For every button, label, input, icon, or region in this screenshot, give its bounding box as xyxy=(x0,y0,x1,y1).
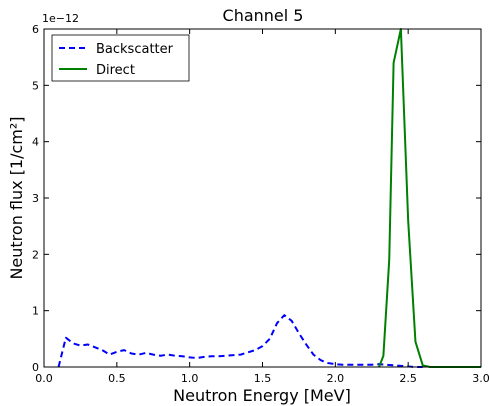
legend-label-backscatter: Backscatter xyxy=(96,42,174,57)
legend-box xyxy=(51,34,190,82)
y-tick-label: 0 xyxy=(32,361,39,374)
y-tick-label: 2 xyxy=(32,248,39,261)
series-line-backscatter xyxy=(57,314,423,368)
y-offset-label: 1e−12 xyxy=(42,12,79,25)
x-tick-label: 3.0 xyxy=(472,372,489,385)
chart-title: Channel 5 xyxy=(223,6,304,25)
y-tick-label: 4 xyxy=(32,136,39,149)
y-tick-label: 1 xyxy=(32,305,39,318)
y-tick-label: 5 xyxy=(32,79,39,92)
series-line-direct xyxy=(378,28,481,368)
legend-label-direct: Direct xyxy=(96,63,135,78)
plot-frame xyxy=(43,28,482,368)
x-tick-label: 2.0 xyxy=(327,372,345,385)
y-tick-label: 6 xyxy=(32,23,39,36)
ticks-layer: 0.0 0.5 1.0 1.5 2.0 2.5 3.0 0 1 2 3 4 5 6 xyxy=(32,23,489,385)
x-axis-label: Neutron Energy [MeV] xyxy=(173,386,351,405)
y-tick-label: 3 xyxy=(32,192,39,205)
x-tick-label: 1.0 xyxy=(181,372,199,385)
legend: Backscatter Direct xyxy=(51,34,190,82)
x-tick-label: 2.5 xyxy=(399,372,417,385)
x-tick-label: 0.0 xyxy=(35,372,53,385)
y-axis-label: Neutron flux [1/cm²] xyxy=(7,116,26,279)
x-tick-label: 0.5 xyxy=(108,372,126,385)
x-tick-label: 1.5 xyxy=(254,372,272,385)
